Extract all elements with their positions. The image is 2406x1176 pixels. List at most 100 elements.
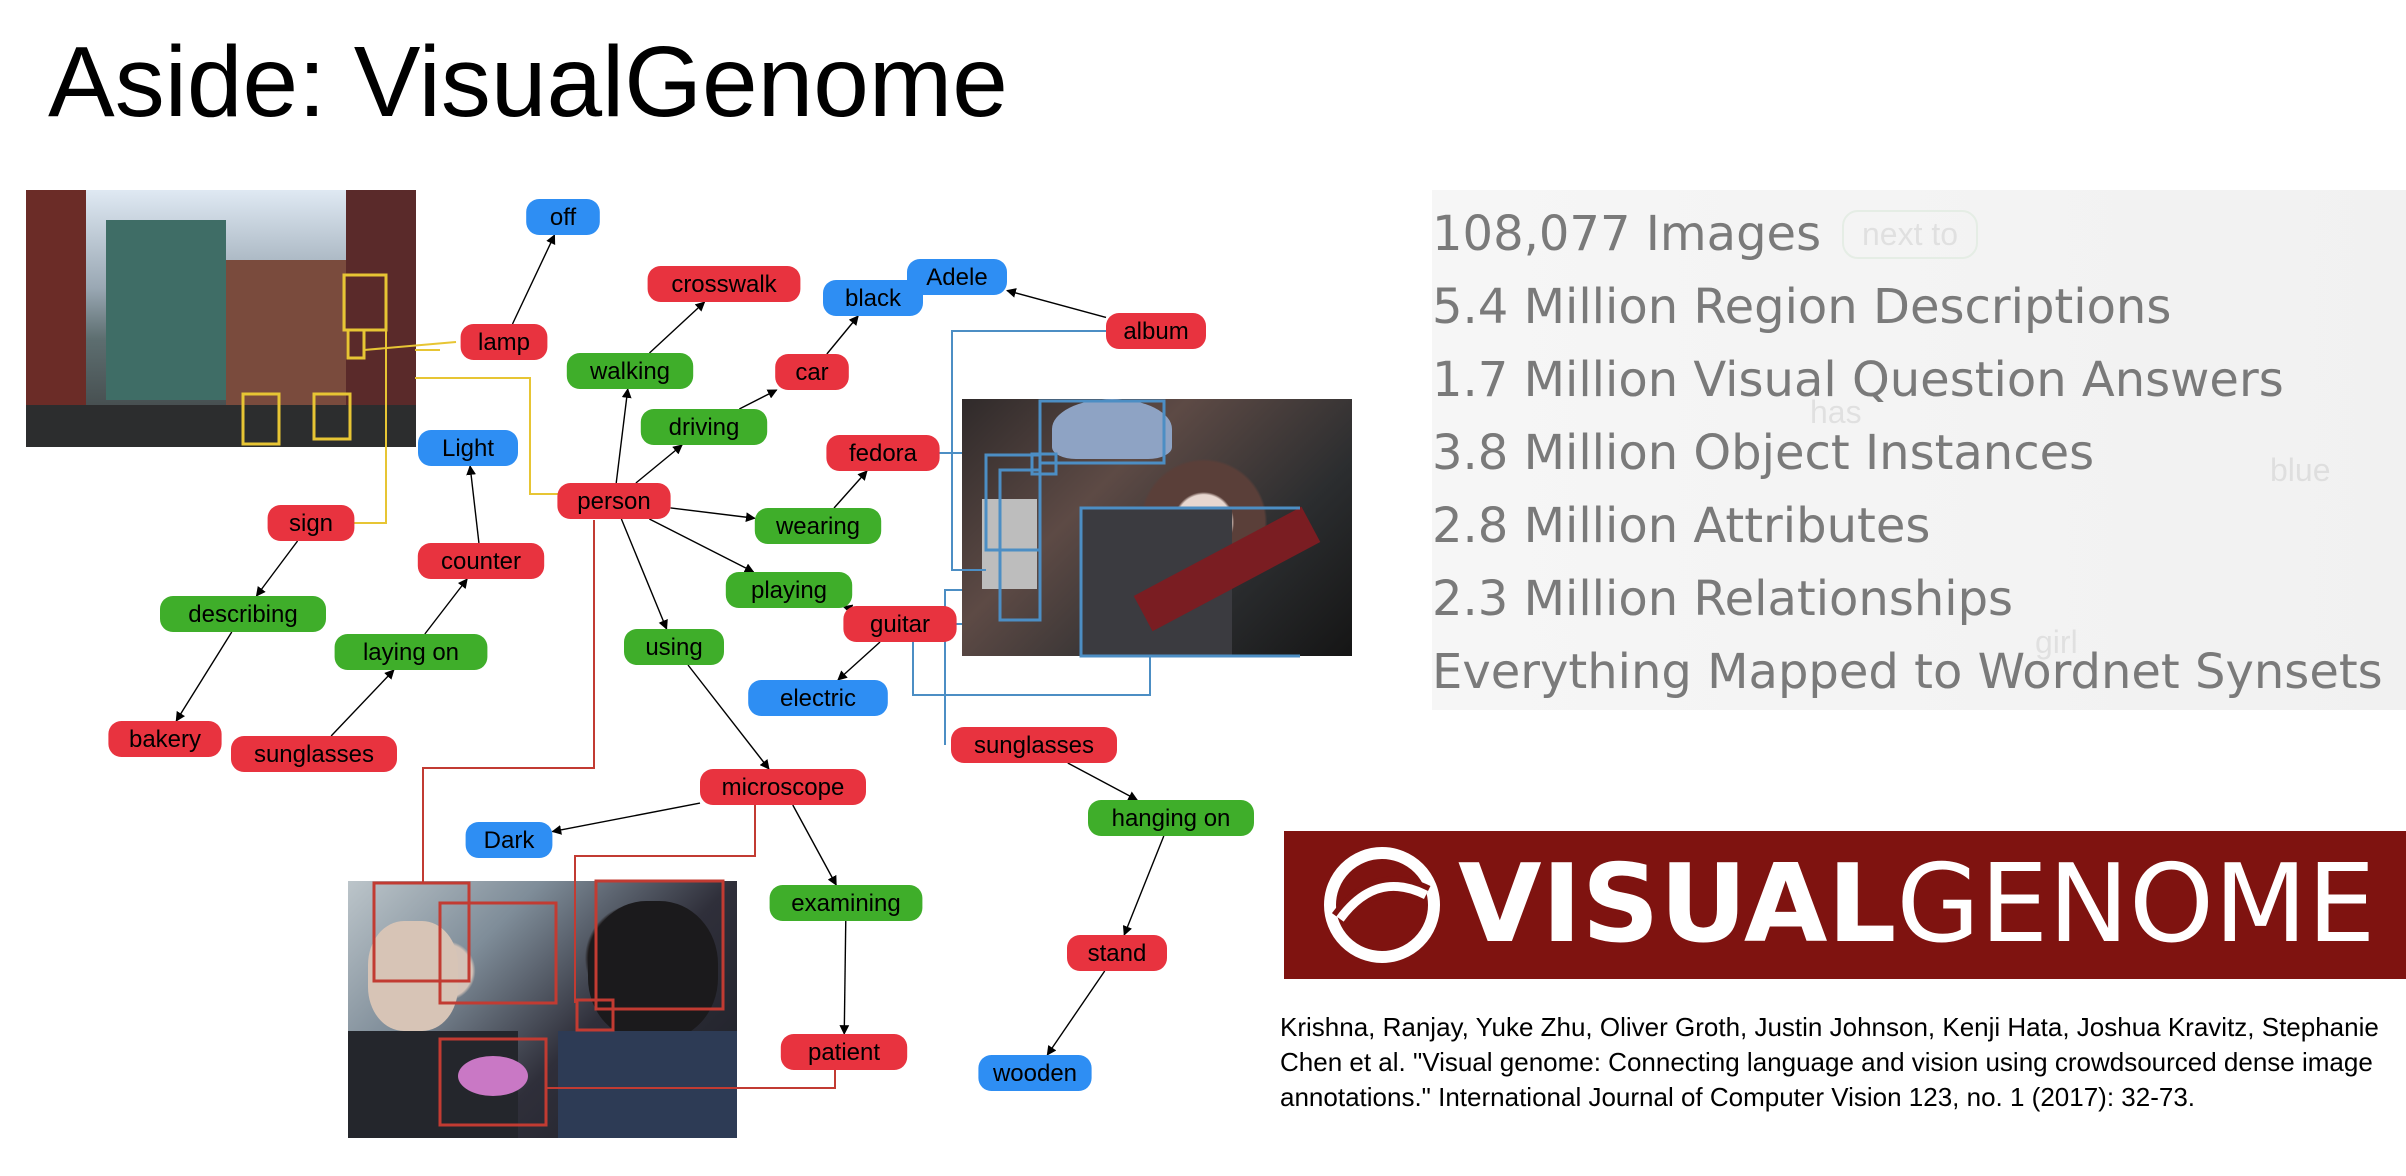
node-describing: describing [160, 596, 326, 632]
node-label: sunglasses [254, 741, 374, 768]
node-pill [978, 1055, 1092, 1091]
node-pill [647, 266, 801, 302]
node-patient: patient [780, 1034, 908, 1070]
node-wooden: wooden [978, 1055, 1092, 1091]
node-label: bakery [129, 726, 201, 753]
node-pill [417, 543, 545, 579]
node-album: album [1106, 313, 1206, 349]
node-label: album [1123, 318, 1188, 345]
graph-edge-sign-describing [255, 540, 299, 597]
visual-genome-logo: VISUALGENOME [1284, 831, 2406, 979]
node-pill [526, 199, 600, 235]
node-pill [460, 324, 548, 360]
node-fedora: fedora [826, 435, 940, 471]
node-electric: electric [748, 680, 888, 716]
dentist-photo [348, 881, 737, 1138]
stat-object-instances: 3.8 Million Object Instances [1432, 425, 2095, 481]
node-sign: sign [267, 505, 355, 541]
graph-edge-walking-crosswalk [648, 301, 706, 354]
graph-edge-lamp-off [511, 234, 556, 325]
region-box-sunglasses-musician [1030, 452, 1058, 476]
node-label: car [795, 359, 828, 386]
graph-edge-describing-bakery [175, 631, 233, 722]
node-pill [267, 505, 355, 541]
node-label: Dark [484, 827, 536, 854]
region-box-fedora [1038, 399, 1166, 465]
region-box-microscope [438, 901, 558, 1005]
stat-region-descriptions: 5.4 Million Region Descriptions [1432, 279, 2172, 335]
graph-edge-laying_on-counter [424, 578, 468, 635]
region-box-car-street [312, 392, 352, 441]
node-label: crosswalk [671, 271, 777, 298]
node-pill [843, 606, 957, 642]
region-box-guitar [1079, 506, 1300, 658]
node-label: person [577, 488, 650, 515]
region-box-person-street [241, 392, 281, 446]
graph-edge-examining-patient [839, 920, 850, 1035]
graph-edge-stand-wooden [1046, 970, 1106, 1056]
graph-edge-person-driving [635, 444, 683, 484]
node-pill [907, 259, 1007, 295]
logo-wordmark: VISUALGENOME [1458, 845, 2375, 965]
node-label: electric [780, 685, 856, 712]
node-label: counter [441, 548, 521, 575]
region-box-person-dentist [372, 881, 471, 983]
node-guitar: guitar [843, 606, 957, 642]
node-crosswalk: crosswalk [647, 266, 801, 302]
scene-graph: off lamp crosswalk black Adele album walking ca… [108, 199, 1300, 1127]
node-label: sign [289, 510, 333, 537]
connector-microscope [574, 805, 756, 1003]
node-stand: stand [1067, 935, 1167, 971]
connector-person-dentist [422, 520, 595, 883]
node-label: microscope [722, 774, 845, 801]
node-pill [624, 629, 724, 665]
ghost-label: next to [1842, 210, 1979, 259]
node-label: patient [808, 1039, 880, 1066]
node-car: car [775, 354, 849, 390]
node-pill [754, 508, 882, 544]
node-label: examining [791, 890, 900, 917]
node-lamp: lamp [460, 324, 548, 360]
region-box-dentist-2 [594, 879, 725, 1011]
node-using: using [624, 629, 724, 665]
node-pill [160, 596, 326, 632]
region-box-patient [438, 1037, 548, 1127]
node-pill [108, 721, 222, 757]
node-pill [465, 822, 553, 858]
graph-edge-hanging_on-stand [1122, 835, 1165, 936]
node-label: hanging on [1112, 805, 1231, 832]
region-box-person-musician [998, 468, 1042, 622]
node-pill [780, 1034, 908, 1070]
node-label: sunglasses [974, 732, 1094, 759]
node-microscope: microscope [700, 769, 866, 805]
region-box-glove [575, 998, 615, 1032]
node-off: off [526, 199, 600, 235]
node-sunglasses-right: sunglasses [951, 727, 1117, 763]
node-laying-on: laying on [334, 634, 488, 670]
graph-edge-using-microscope [687, 664, 770, 770]
node-driving: driving [640, 409, 768, 445]
node-pill [700, 769, 866, 805]
stat-images: 108,077 Images [1432, 206, 1822, 262]
stat-wordnet: Everything Mapped to Wordnet Synsets [1432, 644, 2383, 700]
graph-edge-person-using [620, 518, 668, 630]
street-photo [26, 190, 416, 447]
graph-edge-microscope-examining [792, 804, 837, 886]
node-walking: walking [566, 353, 694, 389]
stats-background: next to has blue girl [1432, 190, 2406, 710]
genome-swirl-icon [1324, 847, 1440, 963]
graph-edge-person-playing [649, 518, 755, 573]
node-label: Light [442, 435, 494, 462]
node-label: fedora [849, 440, 918, 467]
node-pill [823, 280, 923, 316]
node-pill [1067, 935, 1167, 971]
node-black: black [823, 280, 923, 316]
ghost-label: has [1810, 394, 1862, 430]
node-label: wooden [992, 1060, 1077, 1087]
stat-attributes: 2.8 Million Attributes [1432, 498, 1931, 554]
ghost-label: blue [2270, 452, 2331, 488]
node-pill [951, 727, 1117, 763]
node-bakery: bakery [108, 721, 222, 757]
node-label: Adele [926, 264, 987, 291]
node-label: off [550, 204, 577, 231]
